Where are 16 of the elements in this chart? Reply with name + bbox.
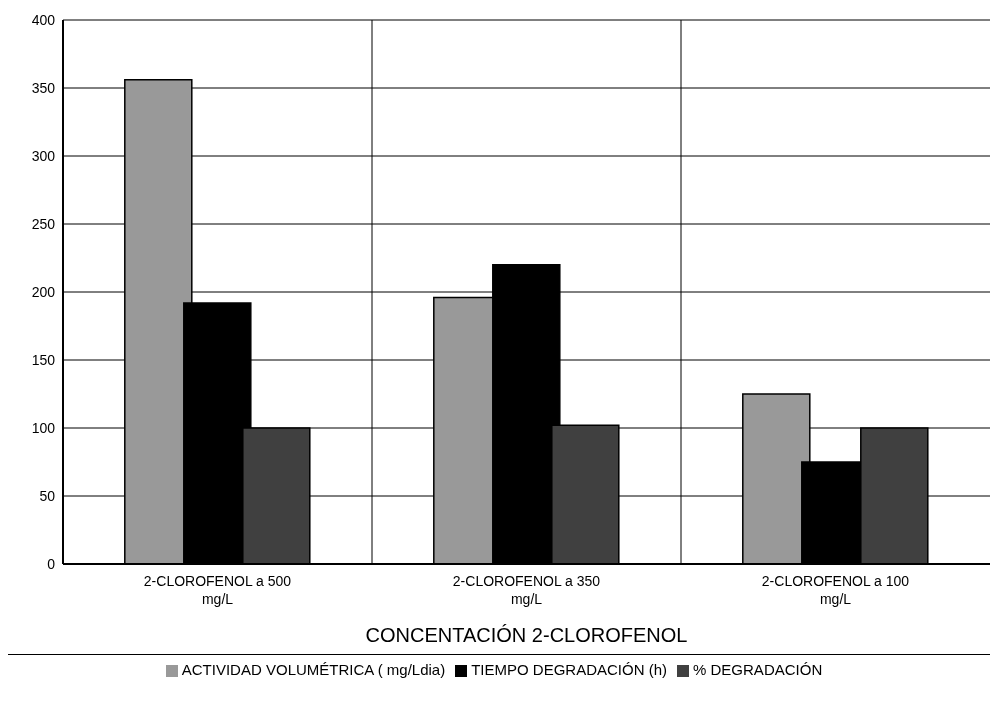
legend-label: ACTIVIDAD VOLUMÉTRICA ( mg/Ldia) bbox=[181, 661, 446, 678]
y-tick-label: 0 bbox=[47, 555, 56, 572]
y-tick-label: 100 bbox=[31, 419, 56, 436]
y-tick-label: 150 bbox=[31, 351, 56, 368]
y-tick-label: 50 bbox=[39, 487, 56, 504]
x-axis-title: CONCENTACIÓN 2-CLOROFENOL bbox=[365, 624, 688, 646]
legend-label: % DEGRADACIÓN bbox=[693, 661, 823, 678]
x-tick-label: 2-CLOROFENOL a 500 mg/L bbox=[143, 573, 292, 607]
x-tick-label: 2-CLOROFENOL a 350 mg/L bbox=[452, 573, 601, 607]
y-tick-label: 350 bbox=[31, 79, 56, 96]
y-tick-label: 250 bbox=[31, 215, 56, 232]
y-tick-label: 200 bbox=[31, 283, 56, 300]
y-tick-label: 400 bbox=[31, 11, 56, 28]
x-tick-label: 2-CLOROFENOL a 100 mg/L bbox=[761, 573, 910, 607]
y-tick-label: 300 bbox=[31, 147, 56, 164]
legend-label: TIEMPO DEGRADACIÓN (h) bbox=[471, 661, 668, 678]
